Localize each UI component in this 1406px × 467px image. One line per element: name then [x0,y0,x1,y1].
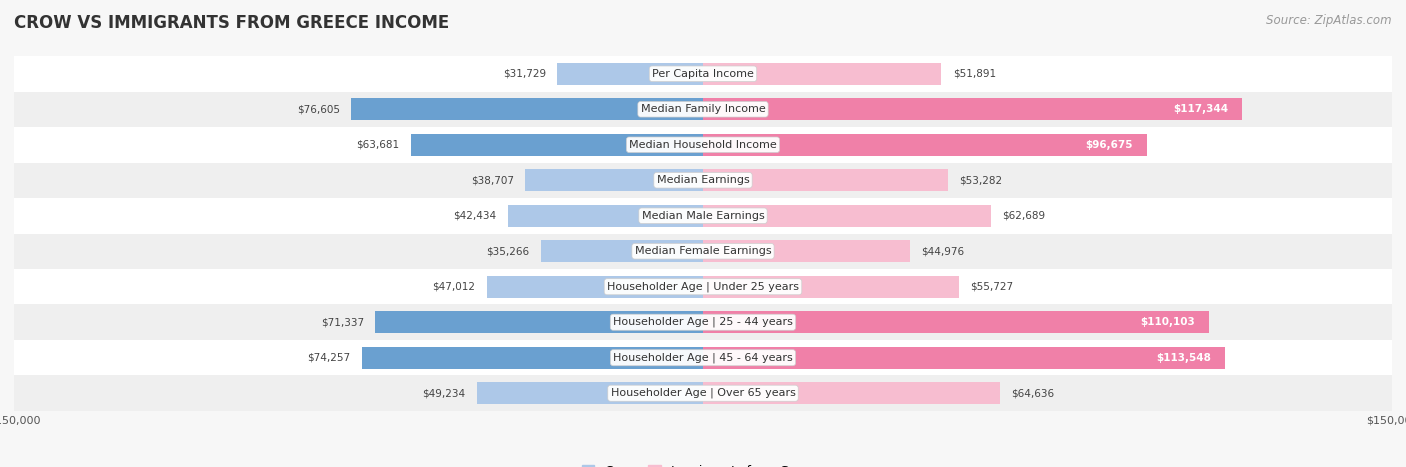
Text: $42,434: $42,434 [454,211,496,221]
Text: Median Household Income: Median Household Income [628,140,778,150]
Text: Householder Age | 45 - 64 years: Householder Age | 45 - 64 years [613,353,793,363]
Bar [703,63,942,85]
Legend: Crow, Immigrants from Greece: Crow, Immigrants from Greece [576,460,830,467]
Text: $74,257: $74,257 [308,353,350,363]
Text: $110,103: $110,103 [1140,317,1195,327]
Text: $113,548: $113,548 [1156,353,1211,363]
Text: $44,976: $44,976 [921,246,965,256]
Bar [557,63,703,85]
Text: Householder Age | 25 - 44 years: Householder Age | 25 - 44 years [613,317,793,327]
Text: $63,681: $63,681 [356,140,399,150]
Bar [703,347,1225,369]
Text: $49,234: $49,234 [422,388,465,398]
Bar [14,56,1392,92]
Bar [703,276,959,298]
Text: $76,605: $76,605 [297,104,340,114]
Bar [14,269,1392,304]
Bar [411,134,703,156]
Bar [352,98,703,120]
Bar [14,375,1392,411]
Bar [14,163,1392,198]
Text: $55,727: $55,727 [970,282,1014,292]
Bar [361,347,703,369]
Bar [703,134,1147,156]
Text: $35,266: $35,266 [486,246,530,256]
Text: Median Earnings: Median Earnings [657,175,749,185]
Bar [477,382,703,404]
Text: CROW VS IMMIGRANTS FROM GREECE INCOME: CROW VS IMMIGRANTS FROM GREECE INCOME [14,14,450,32]
Text: Householder Age | Over 65 years: Householder Age | Over 65 years [610,388,796,398]
Bar [375,311,703,333]
Bar [541,240,703,262]
Text: $38,707: $38,707 [471,175,513,185]
Bar [703,169,948,191]
Text: Per Capita Income: Per Capita Income [652,69,754,79]
Bar [703,382,1000,404]
Text: $51,891: $51,891 [953,69,995,79]
Text: $62,689: $62,689 [1002,211,1046,221]
Text: $53,282: $53,282 [959,175,1002,185]
Bar [14,234,1392,269]
Bar [526,169,703,191]
Bar [703,98,1241,120]
Text: $117,344: $117,344 [1173,104,1229,114]
Text: $64,636: $64,636 [1011,388,1054,398]
Text: Source: ZipAtlas.com: Source: ZipAtlas.com [1267,14,1392,27]
Bar [14,304,1392,340]
Bar [703,311,1209,333]
Bar [703,240,910,262]
Text: Median Family Income: Median Family Income [641,104,765,114]
Bar [703,205,991,227]
Text: $47,012: $47,012 [433,282,475,292]
Bar [14,92,1392,127]
Bar [508,205,703,227]
Text: Householder Age | Under 25 years: Householder Age | Under 25 years [607,282,799,292]
Text: $31,729: $31,729 [503,69,546,79]
Text: $96,675: $96,675 [1085,140,1133,150]
Text: Median Male Earnings: Median Male Earnings [641,211,765,221]
Bar [14,340,1392,375]
Text: $71,337: $71,337 [321,317,364,327]
Bar [14,198,1392,234]
Bar [14,127,1392,163]
Bar [486,276,703,298]
Text: Median Female Earnings: Median Female Earnings [634,246,772,256]
